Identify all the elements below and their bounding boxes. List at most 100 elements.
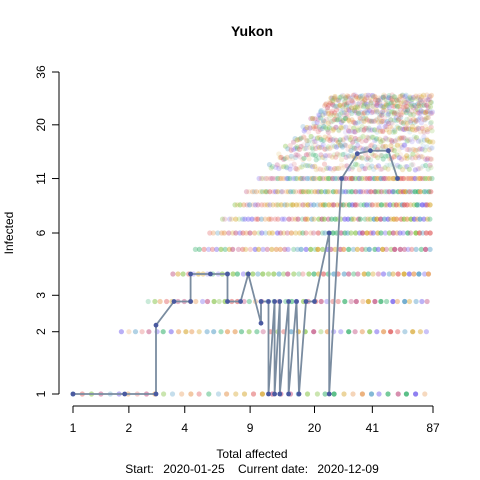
simulation-point <box>405 189 411 195</box>
simulation-point <box>288 230 294 236</box>
simulation-point <box>295 152 301 158</box>
simulation-point <box>179 391 185 397</box>
simulation-point <box>352 105 358 111</box>
simulation-point <box>393 118 399 124</box>
simulation-point <box>183 329 189 335</box>
simulation-point <box>401 142 407 148</box>
simulation-point <box>241 202 247 208</box>
simulation-point <box>374 136 380 142</box>
observed-point <box>368 148 373 154</box>
simulation-point <box>343 103 349 109</box>
simulation-point <box>392 94 398 100</box>
simulation-point <box>375 97 381 103</box>
simulation-point <box>375 144 381 150</box>
simulation-point <box>373 137 379 143</box>
simulation-point <box>278 230 284 236</box>
simulation-point <box>374 109 380 115</box>
simulation-point <box>410 105 416 111</box>
observed-point <box>153 391 159 397</box>
simulation-point <box>313 167 319 173</box>
simulation-point <box>400 94 406 101</box>
simulation-point <box>250 271 256 277</box>
simulation-point <box>339 110 345 116</box>
observed-point <box>272 299 277 304</box>
simulation-point <box>381 216 388 222</box>
simulation-point <box>369 202 375 208</box>
simulation-point <box>418 165 424 171</box>
simulation-point <box>408 118 414 124</box>
simulation-point <box>412 147 419 153</box>
simulation-point <box>345 100 351 106</box>
simulation-point <box>427 216 433 222</box>
simulation-point <box>218 246 224 252</box>
simulation-point <box>405 96 411 102</box>
simulation-point <box>350 144 356 150</box>
simulation-point <box>427 202 433 208</box>
simulation-point <box>349 98 355 104</box>
simulation-point <box>339 92 346 98</box>
simulation-point <box>368 97 375 104</box>
simulation-point <box>294 175 300 182</box>
simulation-point <box>373 153 379 159</box>
observed-point <box>238 299 244 304</box>
simulation-point <box>424 108 430 114</box>
simulation-point <box>351 271 357 277</box>
simulation-point <box>368 100 374 106</box>
simulation-point <box>287 175 293 182</box>
simulation-point <box>375 102 381 108</box>
simulation-point <box>286 216 292 222</box>
simulation-point <box>359 123 365 130</box>
simulation-point <box>338 108 344 114</box>
simulation-point <box>366 119 372 125</box>
simulation-point <box>398 100 404 106</box>
simulation-point <box>384 124 390 130</box>
simulation-point <box>372 189 378 195</box>
simulation-point <box>403 92 409 98</box>
y-axis-label: Infected <box>2 212 16 255</box>
simulation-point <box>417 129 424 135</box>
simulation-point <box>415 94 421 100</box>
simulation-point <box>328 144 334 150</box>
y-tick-label: 2 <box>34 328 48 335</box>
simulation-point <box>396 155 402 161</box>
simulation-point <box>364 146 370 152</box>
simulation-point <box>305 151 311 157</box>
observed-point <box>303 299 309 304</box>
simulation-point <box>402 107 408 113</box>
simulation-point <box>360 133 366 140</box>
simulation-point <box>362 97 368 103</box>
simulation-point <box>357 145 363 151</box>
simulation-point <box>278 202 284 208</box>
simulation-point <box>411 134 417 140</box>
simulation-point <box>386 95 392 101</box>
simulation-point <box>395 111 401 117</box>
simulation-point <box>399 135 405 141</box>
simulation-point <box>224 391 230 397</box>
simulation-point <box>427 175 433 182</box>
simulation-point <box>406 116 412 122</box>
observed-path-group <box>70 148 400 397</box>
simulation-point <box>421 129 427 135</box>
simulation-point <box>411 102 417 108</box>
simulation-point <box>400 104 406 110</box>
simulation-point <box>314 391 320 397</box>
simulation-point <box>391 175 397 182</box>
simulation-point <box>273 164 279 170</box>
simulation-point <box>371 118 377 124</box>
simulation-point <box>367 118 373 124</box>
simulation-point <box>310 116 316 122</box>
simulation-point <box>145 298 151 305</box>
simulation-point <box>319 120 326 126</box>
simulation-point <box>331 202 337 208</box>
simulation-point <box>361 271 367 277</box>
simulation-point <box>338 119 344 126</box>
simulation-point <box>196 246 202 252</box>
observed-point <box>354 151 360 157</box>
simulation-point <box>269 175 275 182</box>
simulation-point <box>412 127 418 133</box>
simulation-point <box>297 230 303 236</box>
simulation-point <box>343 124 349 130</box>
simulation-point <box>425 111 431 118</box>
simulation-point <box>424 136 430 142</box>
